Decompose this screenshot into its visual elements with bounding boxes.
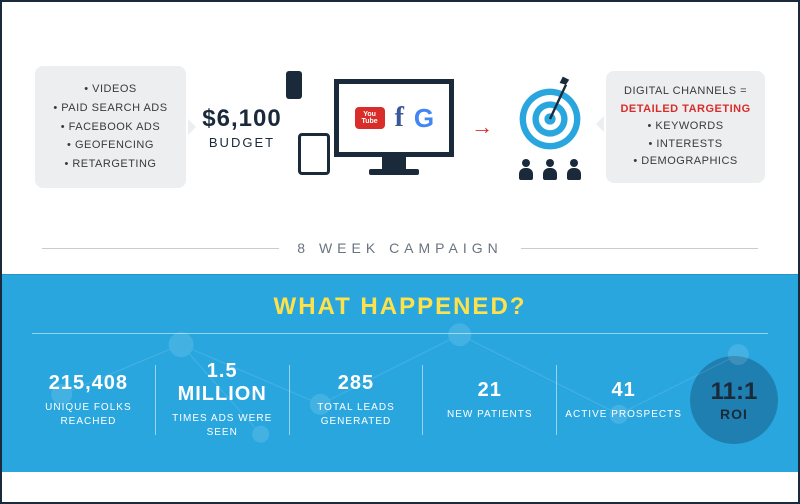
stat-reach: 215,408 UNIQUE FOLKS REACHED <box>22 372 155 429</box>
campaign-divider: 8 WEEK CAMPAIGN <box>2 240 798 256</box>
arrow-icon: → <box>471 114 493 140</box>
stat-impressions: 1.5 MILLION TIMES ADS WERE SEEN <box>156 360 289 440</box>
campaign-label: 8 WEEK CAMPAIGN <box>297 240 502 256</box>
tactic-item: • VIDEOS <box>53 80 167 99</box>
budget: $6,100 BUDGET <box>202 105 281 150</box>
target-block <box>510 75 590 180</box>
youtube-icon: YouTube <box>355 107 385 129</box>
tablet-icon <box>298 133 330 175</box>
tactic-item: • PAID SEARCH ADS <box>53 99 167 118</box>
google-icon: G <box>414 103 434 134</box>
budget-label: BUDGET <box>202 135 281 150</box>
stat-leads: 285 TOTAL LEADS GENERATED <box>290 372 423 429</box>
roi-label: ROI <box>720 406 748 422</box>
tactic-item: • RETARGETING <box>53 155 167 174</box>
channel-item: • INTERESTS <box>620 136 750 154</box>
monitor-icon: YouTube f G <box>334 79 454 175</box>
channels-heading: DIGITAL CHANNELS = <box>620 83 750 101</box>
budget-amount: $6,100 <box>202 105 281 133</box>
tactic-item: • FACEBOOK ADS <box>53 118 167 137</box>
devices-icon: YouTube f G <box>298 79 454 175</box>
results-band: WHAT HAPPENED? 215,408 UNIQUE FOLKS REAC… <box>2 274 798 472</box>
channels-bubble: DIGITAL CHANNELS = DETAILED TARGETING • … <box>606 71 764 183</box>
stat-prospects: 41 ACTIVE PROSPECTS <box>557 379 690 422</box>
roi-badge: 11:1 ROI <box>690 356 778 444</box>
facebook-icon: f <box>395 102 404 134</box>
phone-icon <box>286 71 302 99</box>
divider-line <box>42 248 279 249</box>
results-title: WHAT HAPPENED? <box>2 275 798 329</box>
tactics-bubble: • VIDEOS • PAID SEARCH ADS • FACEBOOK AD… <box>35 66 185 187</box>
stat-patients: 21 NEW PATIENTS <box>423 379 556 422</box>
stats-row: 215,408 UNIQUE FOLKS REACHED 1.5 MILLION… <box>2 334 798 444</box>
roi-value: 11:1 <box>711 378 758 406</box>
channels-subheading: DETAILED TARGETING <box>620 101 750 119</box>
channel-item: • KEYWORDS <box>620 118 750 136</box>
audience-icon <box>510 159 590 180</box>
divider-line <box>521 248 758 249</box>
tactic-item: • GEOFENCING <box>53 136 167 155</box>
bullseye-icon <box>510 75 590 155</box>
campaign-flow: • VIDEOS • PAID SEARCH ADS • FACEBOOK AD… <box>2 2 798 232</box>
channel-item: • DEMOGRAPHICS <box>620 153 750 171</box>
